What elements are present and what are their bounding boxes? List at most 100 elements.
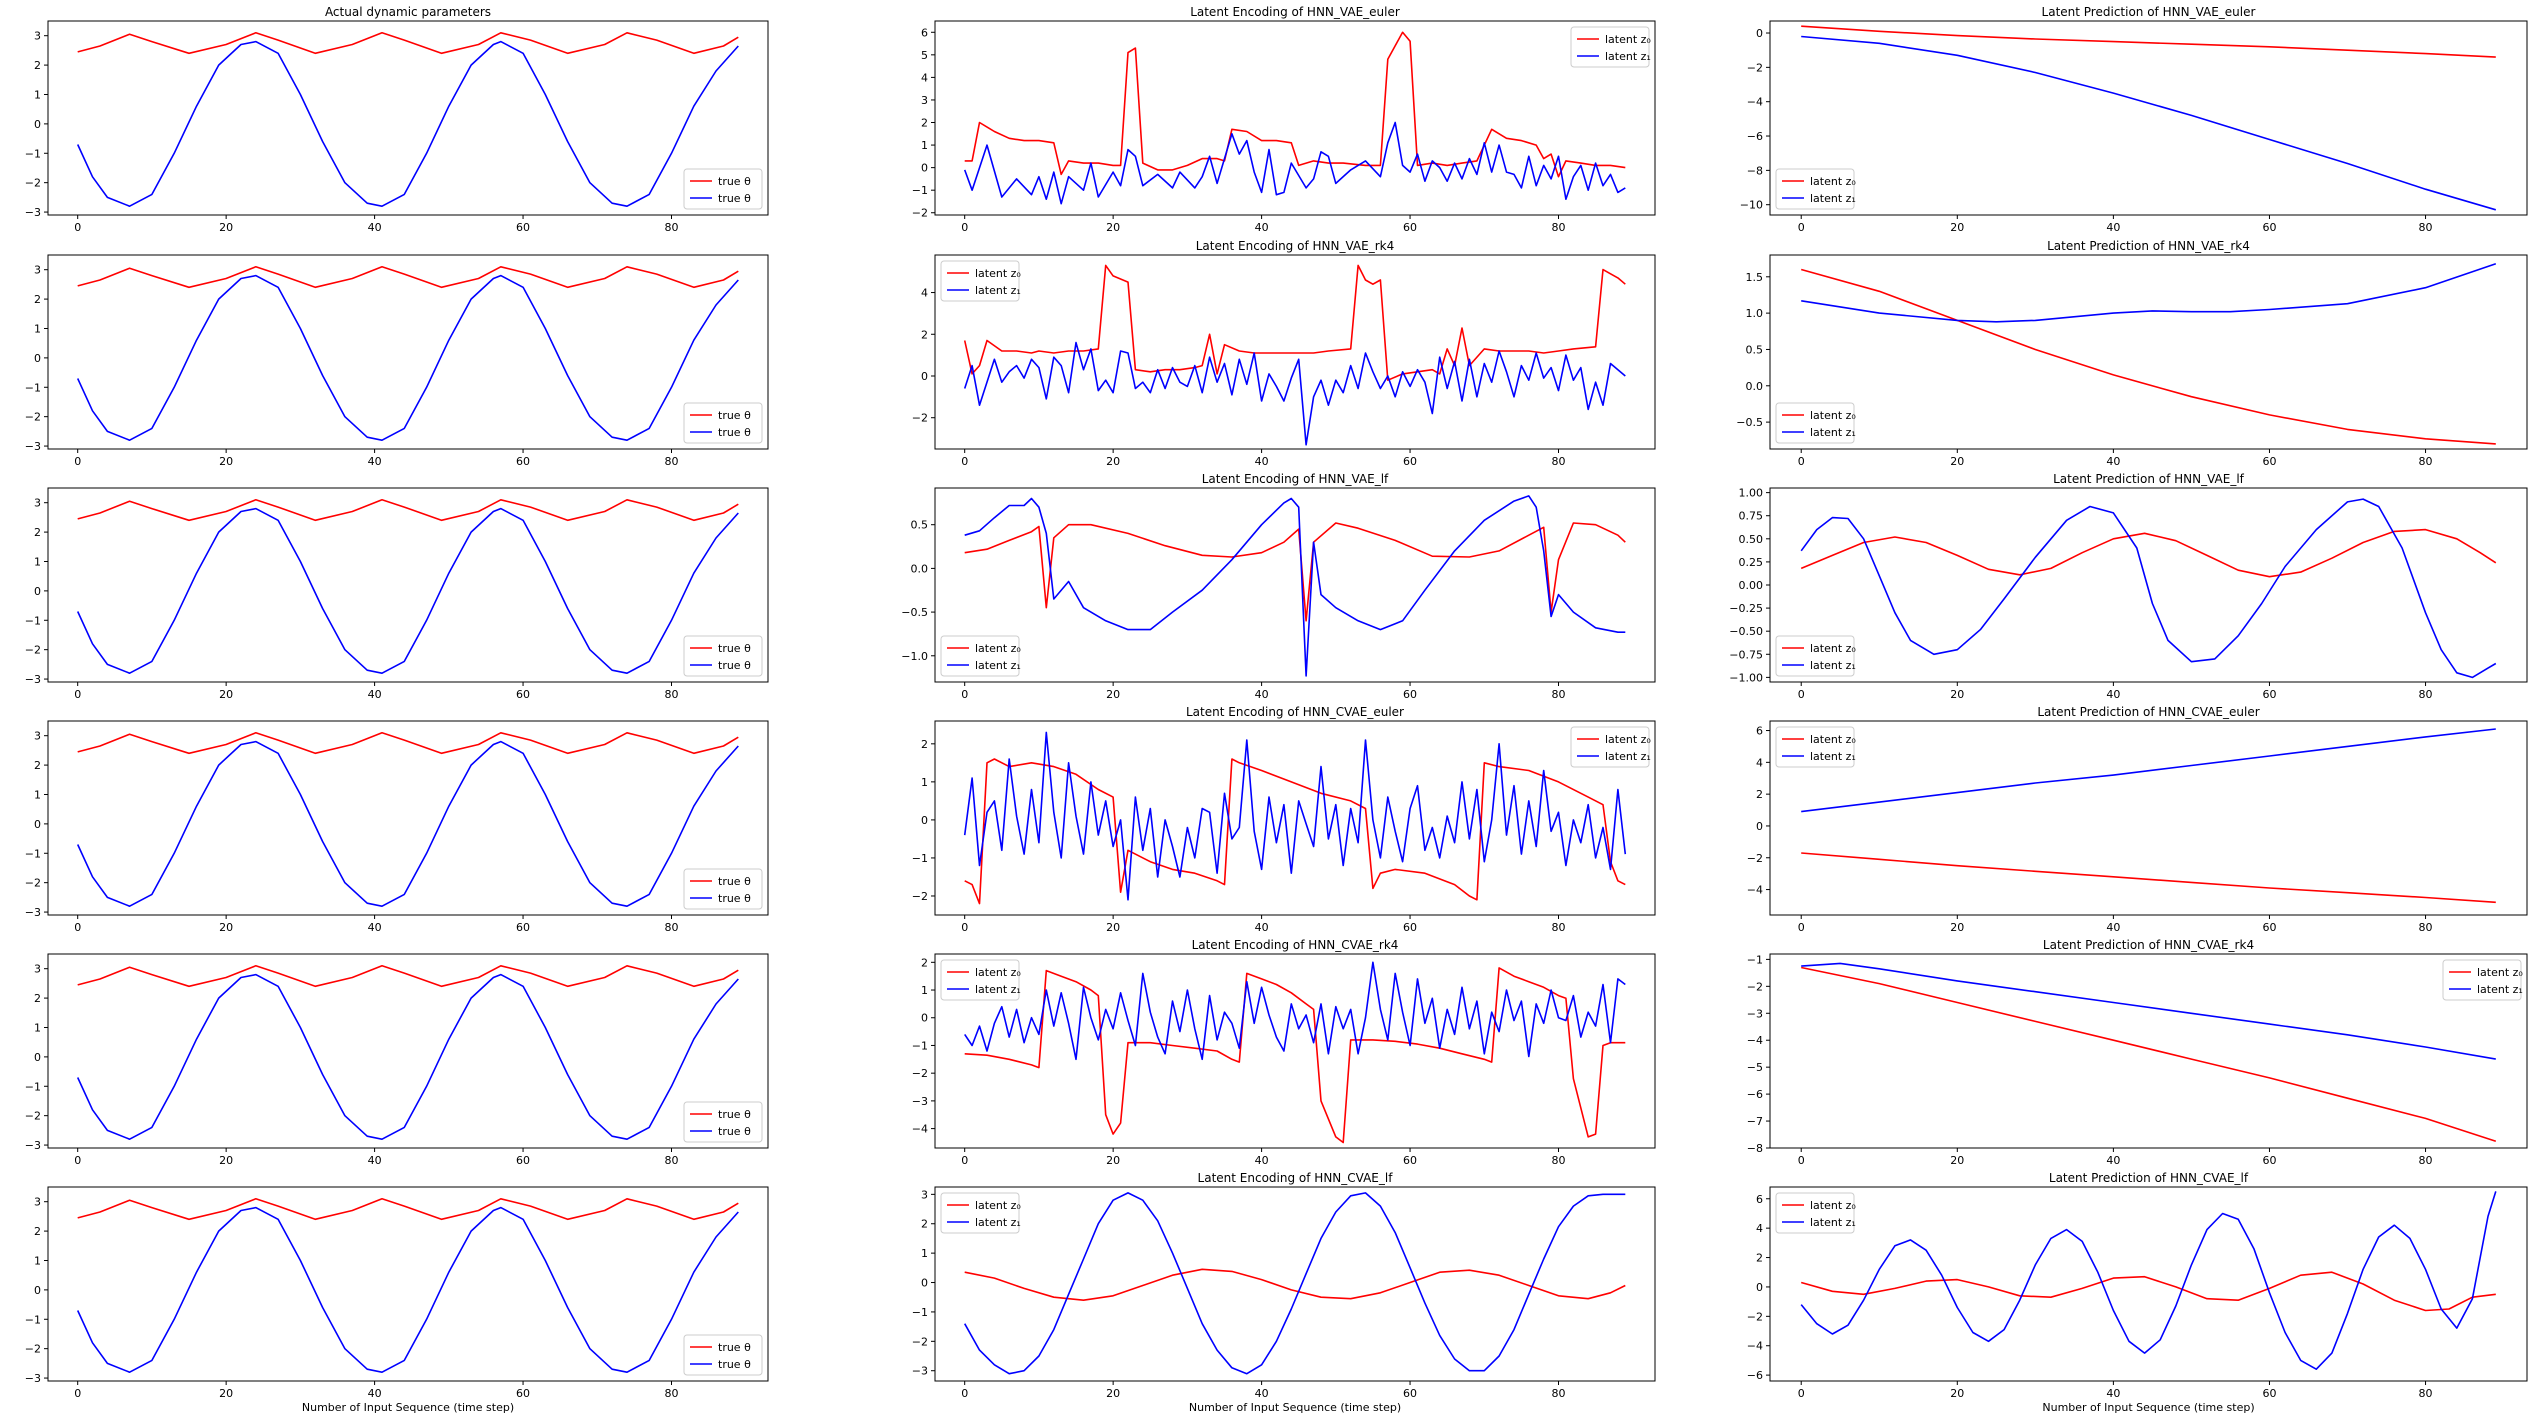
chart-15-xtick-label: 40 bbox=[368, 1387, 382, 1400]
chart-11-series-1-line bbox=[1801, 728, 2496, 813]
chart-2-ytick-label: −4 bbox=[1747, 96, 1763, 109]
chart-5-xtick-label: 0 bbox=[1798, 455, 1805, 468]
chart-1-title: Latent Encoding of HNN_VAE_euler bbox=[1190, 5, 1400, 19]
chart-1-ytick-label: 0 bbox=[921, 162, 928, 175]
chart-15-xtick-label: 0 bbox=[74, 1387, 81, 1400]
chart-10-xtick-label: 20 bbox=[1106, 921, 1120, 934]
chart-4-ytick-label: 2 bbox=[921, 328, 928, 341]
chart-3-xtick-label: 60 bbox=[516, 455, 530, 468]
chart-1-ytick-label: 5 bbox=[921, 49, 928, 62]
chart-1-xtick-label: 80 bbox=[1552, 221, 1566, 234]
chart-8-ytick-label: −1.00 bbox=[1729, 671, 1763, 684]
chart-4-legend-label-1: latent z₁ bbox=[975, 284, 1021, 297]
chart-12-ytick-label: −3 bbox=[25, 1139, 41, 1152]
chart-9-legend-box bbox=[683, 868, 763, 910]
chart-8-legend: latent z₀ latent z₁ bbox=[1775, 635, 1856, 677]
chart-17-xlabel: Number of Input Sequence (time step) bbox=[2042, 1401, 2254, 1414]
chart-12-ytick-label: 2 bbox=[34, 992, 41, 1005]
chart-14-ytick-label: −1 bbox=[1747, 953, 1763, 966]
chart-10-ytick-label: 2 bbox=[921, 738, 928, 751]
chart-13-ytick-label: −4 bbox=[912, 1123, 928, 1136]
chart-17-ytick-label: −2 bbox=[1747, 1310, 1763, 1323]
chart-7-legend-label-1: latent z₁ bbox=[975, 659, 1021, 672]
chart-10-ytick-label: 1 bbox=[921, 776, 928, 789]
chart-15-legend-label-0: true θ bbox=[718, 1341, 751, 1354]
chart-8-xtick-label: 60 bbox=[2262, 688, 2276, 701]
chart-15-legend-box bbox=[683, 1334, 763, 1376]
chart-13-ytick-label: 2 bbox=[921, 956, 928, 969]
chart-9-axes-frame bbox=[47, 720, 769, 916]
chart-7-ytick-label: 0.0 bbox=[911, 562, 929, 575]
chart-4-ytick-label: 0 bbox=[921, 370, 928, 383]
chart-4: 0 20 40 60 80 −2 0 2 4 Latent Encoding of HNN_VAE… bbox=[912, 239, 1656, 468]
chart-0-axes-frame bbox=[47, 20, 769, 216]
chart-3-xtick-label: 40 bbox=[368, 455, 382, 468]
chart-9: 0 20 40 60 80 −3 −2 −1 0 1 2 3 true θ true θ bbox=[25, 720, 769, 934]
chart-16-ytick-label: −1 bbox=[912, 1306, 928, 1319]
chart-12-xtick-label: 20 bbox=[219, 1154, 233, 1167]
chart-5-xtick-label: 60 bbox=[2262, 455, 2276, 468]
chart-8: 0 20 40 60 80 −1.00 −0.75 −0.50 −0.25 0.00 0.25 0.5… bbox=[1729, 472, 2528, 701]
chart-13-legend: latent z₀ latent z₁ bbox=[940, 959, 1021, 1001]
chart-10-xtick-label: 60 bbox=[1403, 921, 1417, 934]
chart-13-xtick-label: 20 bbox=[1106, 1154, 1120, 1167]
chart-3-ytick-label: −2 bbox=[25, 411, 41, 424]
chart-17-legend: latent z₀ latent z₁ bbox=[1775, 1192, 1856, 1234]
chart-5-legend-label-0: latent z₀ bbox=[1810, 409, 1856, 422]
chart-16-ytick-label: −3 bbox=[912, 1365, 928, 1378]
chart-15-axes-frame bbox=[47, 1186, 769, 1382]
chart-2-ytick-label: 0 bbox=[1756, 27, 1763, 40]
chart-7-xtick-label: 60 bbox=[1403, 688, 1417, 701]
chart-5-ytick-label: −0.5 bbox=[1736, 416, 1763, 429]
chart-9-xtick-label: 40 bbox=[368, 921, 382, 934]
chart-4-legend-label-0: latent z₀ bbox=[975, 267, 1021, 280]
chart-14-ytick-label: −2 bbox=[1747, 980, 1763, 993]
chart-3-series-0-line bbox=[77, 266, 739, 289]
chart-2: 0 20 40 60 80 −10 −8 −6 −4 −2 0 Latent Prediction o… bbox=[1740, 5, 2528, 234]
chart-11-xtick-label: 0 bbox=[1798, 921, 1805, 934]
chart-2-ytick-label: −8 bbox=[1747, 164, 1763, 177]
chart-14-ytick-label: −8 bbox=[1747, 1142, 1763, 1155]
chart-15-xlabel: Number of Input Sequence (time step) bbox=[302, 1401, 514, 1414]
chart-9-ytick-label: −2 bbox=[25, 877, 41, 890]
chart-4-title: Latent Encoding of HNN_VAE_rk4 bbox=[1196, 239, 1394, 253]
chart-12-xtick-label: 80 bbox=[665, 1154, 679, 1167]
chart-10-axes-frame bbox=[934, 720, 1656, 916]
chart-10-legend-label-0: latent z₀ bbox=[1605, 733, 1651, 746]
chart-2-title: Latent Prediction of HNN_VAE_euler bbox=[2042, 5, 2256, 19]
chart-8-legend-box bbox=[1775, 635, 1855, 677]
chart-14-xtick-label: 40 bbox=[2106, 1154, 2120, 1167]
chart-14-xtick-label: 20 bbox=[1950, 1154, 1964, 1167]
chart-13-legend-box bbox=[940, 959, 1020, 1001]
chart-8-legend-label-1: latent z₁ bbox=[1810, 659, 1856, 672]
chart-1-ytick-label: 6 bbox=[921, 26, 928, 39]
chart-17-legend-label-1: latent z₁ bbox=[1810, 1216, 1856, 1229]
chart-16-series-1-line bbox=[964, 1192, 1626, 1375]
chart-5-ytick-label: 1.0 bbox=[1746, 307, 1764, 320]
chart-4-xtick-label: 20 bbox=[1106, 455, 1120, 468]
chart-16-legend-label-1: latent z₁ bbox=[975, 1216, 1021, 1229]
chart-1-xtick-label: 40 bbox=[1255, 221, 1269, 234]
chart-12-ytick-label: 1 bbox=[34, 1021, 41, 1034]
chart-2-ytick-label: −6 bbox=[1747, 130, 1763, 143]
chart-6-ytick-label: −3 bbox=[25, 673, 41, 686]
chart-9-xtick-label: 60 bbox=[516, 921, 530, 934]
chart-5-title: Latent Prediction of HNN_VAE_rk4 bbox=[2047, 239, 2250, 253]
chart-1-xtick-label: 0 bbox=[961, 221, 968, 234]
chart-2-legend: latent z₀ latent z₁ bbox=[1775, 168, 1856, 210]
chart-3-ytick-label: −3 bbox=[25, 440, 41, 453]
chart-12-ytick-label: 3 bbox=[34, 963, 41, 976]
chart-3-axes-frame bbox=[47, 254, 769, 450]
chart-17-ytick-label: −4 bbox=[1747, 1340, 1763, 1353]
chart-8-ytick-label: 0.25 bbox=[1739, 556, 1764, 569]
chart-1-ytick-label: 3 bbox=[921, 94, 928, 107]
chart-16-xtick-label: 80 bbox=[1552, 1387, 1566, 1400]
chart-16-xtick-label: 60 bbox=[1403, 1387, 1417, 1400]
chart-8-title: Latent Prediction of HNN_VAE_lf bbox=[2053, 472, 2245, 486]
chart-10: 0 20 40 60 80 −2 −1 0 1 2 Latent Encoding of HNN_C… bbox=[912, 705, 1656, 934]
chart-14-legend-label-0: latent z₀ bbox=[2477, 966, 2523, 979]
chart-6-xtick-label: 80 bbox=[665, 688, 679, 701]
chart-8-xtick-label: 0 bbox=[1798, 688, 1805, 701]
chart-13-xtick-label: 80 bbox=[1552, 1154, 1566, 1167]
chart-9-xtick-label: 20 bbox=[219, 921, 233, 934]
